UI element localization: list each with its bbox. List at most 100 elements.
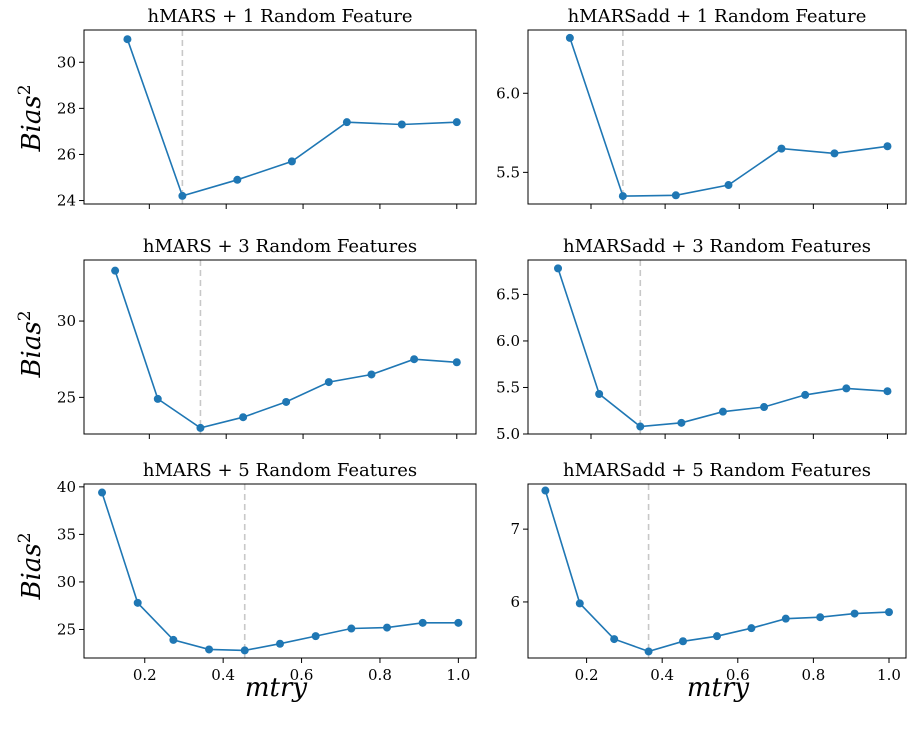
series-line: [126, 38, 457, 197]
data-point: [240, 646, 249, 655]
data-point: [575, 599, 584, 608]
ytick-label: 5.5: [496, 378, 520, 396]
ytick-label: 25: [57, 620, 76, 638]
data-point: [760, 403, 769, 412]
data-point: [239, 413, 248, 422]
data-point: [610, 635, 619, 644]
data-point: [397, 120, 406, 129]
series-line: [101, 492, 459, 652]
ytick-label: 26: [57, 145, 76, 163]
ytick-label: 30: [57, 573, 76, 591]
plot-frame: [527, 29, 907, 205]
data-point: [367, 370, 376, 379]
xtick-label: 1.0: [446, 666, 470, 684]
ytick-label: 6.0: [496, 332, 520, 350]
plot-frame: [83, 483, 477, 659]
ytick-label: 5.5: [496, 163, 520, 181]
data-point: [178, 191, 187, 200]
data-point: [133, 598, 142, 607]
ytick-label: 25: [57, 388, 76, 406]
plot-frame: [527, 259, 907, 435]
xlabel-left: mtry: [245, 673, 308, 703]
ytick-label: 6: [510, 593, 520, 611]
plot-frame: [83, 29, 477, 205]
panel-1: hMARS + 1 Random Feature 24 26 28 30: [57, 6, 477, 210]
panel-2: hMARSadd + 1 Random Feature 5.5 6.0: [496, 6, 907, 209]
data-point: [276, 639, 284, 648]
data-point: [541, 486, 550, 495]
data-point: [324, 378, 333, 387]
data-point: [713, 632, 721, 641]
xtick-label: 0.6: [726, 666, 750, 684]
data-point: [342, 118, 351, 127]
data-point: [282, 397, 291, 406]
xtick-label: 0.2: [575, 666, 599, 684]
data-point: [830, 149, 839, 158]
ylabel-row-2: Bias2: [15, 310, 47, 378]
panel-title: hMARS + 3 Random Features: [143, 236, 417, 257]
data-point: [781, 614, 790, 623]
data-point: [311, 632, 320, 641]
data-point: [644, 647, 653, 656]
ytick-label: 6.5: [496, 285, 520, 303]
plot-frame: [527, 483, 907, 659]
series-line: [569, 37, 888, 197]
data-point: [287, 157, 296, 166]
data-point: [410, 355, 419, 364]
data-point: [595, 389, 604, 398]
ytick-label: 35: [57, 525, 76, 543]
data-point: [678, 637, 687, 646]
xtick-label: 0.8: [801, 666, 825, 684]
ytick-label: 28: [57, 99, 76, 117]
data-point: [347, 624, 356, 633]
series-line: [557, 268, 888, 428]
ytick-label: 30: [57, 312, 76, 330]
data-point: [554, 264, 563, 273]
ytick-label: 40: [57, 478, 76, 496]
data-point: [883, 387, 892, 396]
data-point: [724, 181, 733, 190]
data-point: [777, 144, 786, 153]
ytick-label: 5.0: [496, 425, 520, 443]
xtick-label: 0.6: [290, 666, 314, 684]
data-point: [153, 394, 162, 403]
xlabel-right: mtry: [687, 673, 750, 703]
plot-frame: [83, 259, 477, 435]
data-point: [801, 390, 810, 399]
data-point: [636, 422, 645, 431]
data-point: [884, 608, 893, 617]
data-point: [383, 623, 392, 632]
data-point: [816, 613, 825, 622]
ytick-label: 30: [57, 53, 76, 71]
data-point: [677, 418, 686, 427]
data-point: [196, 423, 205, 432]
data-point: [454, 618, 463, 627]
panels: hMARS + 1 Random Feature 24 26 28 30 hMARSadd…: [57, 6, 907, 684]
panel-title: hMARSadd + 1 Random Feature: [568, 6, 867, 27]
data-point: [671, 191, 680, 200]
series-line: [544, 490, 890, 653]
xtick-label: 0.4: [650, 666, 674, 684]
panel-4: hMARSadd + 3 Random Features 5.0 5.5 6.0 6.5: [496, 236, 907, 443]
xtick-label: 1.0: [877, 666, 901, 684]
data-point: [850, 609, 859, 618]
ytick-label: 6.0: [496, 84, 520, 102]
data-point: [169, 635, 178, 644]
panel-title: hMARS + 5 Random Features: [143, 460, 417, 481]
data-point: [883, 142, 892, 151]
xtick-label: 0.2: [133, 666, 157, 684]
data-point: [111, 266, 120, 275]
data-point: [565, 33, 574, 42]
xtick-label: 0.8: [368, 666, 392, 684]
data-point: [452, 118, 461, 127]
ytick-label: 7: [510, 520, 520, 538]
data-point: [205, 645, 214, 654]
data-point: [418, 618, 427, 627]
ylabel-row-1: Bias2: [15, 84, 47, 152]
ytick-label: 24: [57, 192, 76, 210]
data-point: [452, 358, 461, 367]
data-point: [747, 624, 756, 633]
data-point: [233, 175, 242, 184]
data-point: [718, 407, 727, 416]
